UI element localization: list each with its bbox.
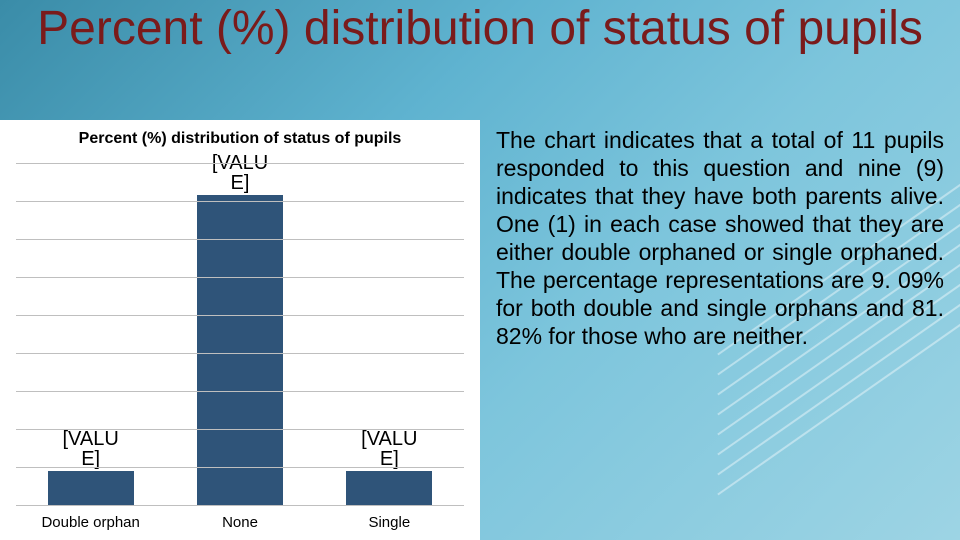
chart-plot: [VALU E] [VALU E] [VALU E] — [16, 164, 464, 506]
gridline — [16, 429, 464, 430]
gridline — [16, 467, 464, 468]
bar-slot: [VALU E] — [16, 164, 165, 506]
gridline — [16, 315, 464, 316]
description-text: The chart indicates that a total of 11 p… — [480, 120, 960, 540]
gridline — [16, 391, 464, 392]
x-axis: Double orphanNoneSingle — [16, 508, 464, 540]
chart-title: Percent (%) distribution of status of pu… — [0, 120, 480, 154]
bar-value-label: [VALU E] — [51, 429, 131, 469]
gridline — [16, 201, 464, 202]
gridline — [16, 353, 464, 354]
gridline — [16, 163, 464, 164]
bar-slot: [VALU E] — [165, 164, 314, 506]
bars-container: [VALU E] [VALU E] [VALU E] — [16, 164, 464, 506]
bar — [197, 195, 283, 506]
gridline — [16, 239, 464, 240]
bar — [48, 471, 134, 506]
bar-value-label: [VALU E] — [349, 429, 429, 469]
bar — [346, 471, 432, 506]
x-axis-label: Single — [315, 508, 464, 540]
gridline — [16, 277, 464, 278]
bar-value-label: [VALU E] — [200, 153, 280, 193]
x-axis-label: Double orphan — [16, 508, 165, 540]
content-row: Percent (%) distribution of status of pu… — [0, 120, 960, 540]
bar-slot: [VALU E] — [315, 164, 464, 506]
gridline — [16, 505, 464, 506]
slide-title: Percent (%) distribution of status of pu… — [0, 0, 960, 54]
slide: Percent (%) distribution of status of pu… — [0, 0, 960, 540]
x-axis-label: None — [165, 508, 314, 540]
chart-panel: Percent (%) distribution of status of pu… — [0, 120, 480, 540]
